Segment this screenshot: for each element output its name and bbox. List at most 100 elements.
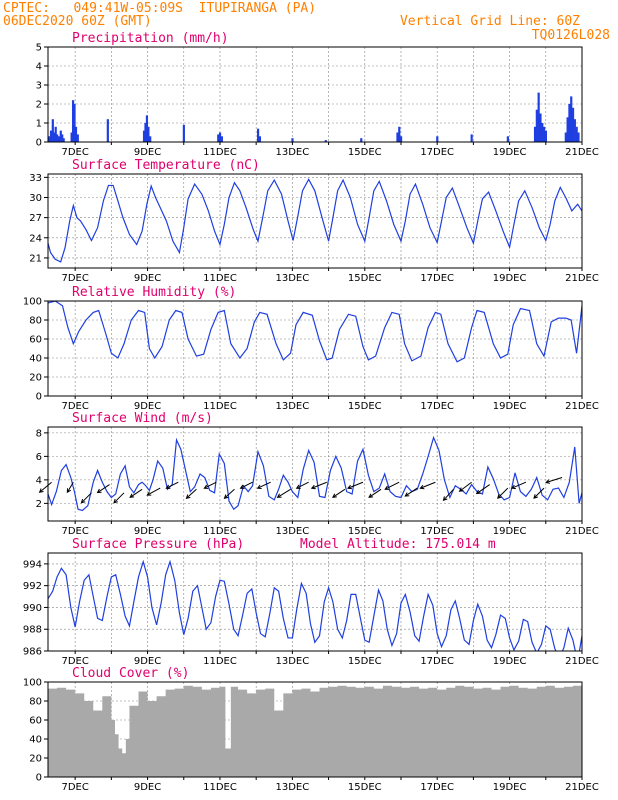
temp-ytick-label: 21 — [29, 253, 42, 264]
wind-arrow-head — [146, 491, 152, 496]
wind-arrow — [332, 488, 346, 498]
rh-xtick-label: 11DEC — [203, 401, 237, 412]
precip-bar — [145, 115, 149, 142]
wind-arrow-head — [419, 484, 425, 490]
cloud-xtick-label: 13DEC — [276, 782, 310, 793]
wind-arrow-head — [223, 494, 229, 499]
wind-arrow — [256, 481, 271, 489]
temp-xtick-label: 9DEC — [134, 273, 161, 284]
wind-xtick-label: 11DEC — [203, 526, 237, 537]
wind-arrow — [96, 484, 110, 494]
precip-bar — [48, 136, 51, 142]
wind-arrow-shaft — [420, 481, 436, 489]
precip-bar — [51, 119, 54, 142]
wind-arrow-shaft — [497, 487, 509, 499]
rh-ytick-label: 40 — [29, 354, 42, 365]
wind-arrow-shaft — [443, 488, 454, 501]
rh-xtick-label: 9DEC — [134, 401, 161, 412]
wind-xtick-label: 9DEC — [134, 526, 161, 537]
header-vertical-grid: Vertical Grid Line: 60Z — [400, 14, 580, 29]
precip-bar — [533, 126, 537, 142]
wind-arrow-head — [404, 492, 410, 497]
precip-ytick-label: 1 — [36, 119, 42, 130]
pres-xtick-label: 15DEC — [348, 656, 382, 667]
wind-arrow-head — [185, 494, 191, 499]
wind-arrow-head — [66, 488, 72, 494]
wind-arrow — [223, 488, 235, 499]
precip-bar — [147, 126, 150, 142]
precip-bar — [544, 130, 547, 142]
wind-arrow — [404, 487, 418, 497]
temp-xtick-label: 7DEC — [61, 273, 88, 284]
wind-arrow-head — [295, 484, 301, 489]
rh-title: Relative Humidity (%) — [72, 285, 236, 300]
precip-bar — [541, 123, 544, 142]
precip-frame — [47, 46, 583, 143]
cloud-xtick-label: 17DEC — [420, 782, 454, 793]
wind-arrow-head — [203, 484, 209, 489]
pres-ytick-label: 994 — [23, 559, 42, 570]
rh-ytick-label: 100 — [23, 297, 42, 308]
wind-arrow-head — [129, 493, 135, 498]
pres-xtick-label: 19DEC — [493, 656, 527, 667]
precip-bar — [73, 104, 76, 142]
wind-arrow-head — [165, 484, 171, 489]
wind-frame — [47, 426, 583, 522]
pres-xtick-label: 21DEC — [565, 656, 599, 667]
temp-xtick-label: 11DEC — [203, 273, 237, 284]
wind-arrow — [384, 481, 400, 490]
wind-arrow-head — [368, 493, 374, 498]
cloud-ytick-label: 100 — [23, 678, 42, 689]
rh-xtick-label: 17DEC — [420, 401, 454, 412]
precip-bar — [258, 136, 261, 142]
cloud-panel: 0 20 40 60 80 100 7DEC 9DEC 11DEC 13DEC 15DEC 17DEC… — [23, 666, 599, 793]
wind-arrow-shaft — [129, 488, 143, 498]
precip-bar — [539, 113, 542, 142]
wind-arrow-head — [347, 484, 353, 490]
wind-title: Surface Wind (m/s) — [72, 411, 213, 426]
precip-title: Precipitation (mm/h) — [72, 31, 229, 46]
temp-xtick-label: 17DEC — [420, 273, 454, 284]
cloud-xtick-label: 9DEC — [134, 782, 161, 793]
wind-arrow — [276, 488, 291, 498]
precip-bar — [470, 134, 473, 142]
header-model-code: TQ0126L028 — [532, 28, 610, 43]
cloud-ytick-label: 20 — [29, 754, 42, 765]
cloud-ytick-label: 0 — [36, 773, 42, 784]
rh-ytick-label: 0 — [36, 392, 42, 403]
wind-arrow — [203, 481, 217, 489]
pres-xtick-label: 17DEC — [420, 656, 454, 667]
wind-arrow-shaft — [311, 481, 327, 489]
precip-bar — [564, 132, 567, 142]
wind-arrow-shaft — [545, 477, 563, 484]
rh-xtick-label: 13DEC — [276, 401, 310, 412]
wind-arrow — [146, 487, 161, 496]
rh-ytick-label: 60 — [29, 335, 42, 346]
wind-arrow — [533, 487, 545, 499]
wind-arrow-head — [442, 496, 448, 502]
cloud-xtick-label: 21DEC — [565, 782, 599, 793]
temp-xtick-label: 13DEC — [276, 273, 310, 284]
precip-bar — [144, 123, 147, 142]
wind-arrow-shaft — [240, 481, 253, 489]
wind-arrow-shaft — [368, 488, 382, 498]
rh-xtick-label: 15DEC — [348, 401, 382, 412]
wind-arrow — [458, 481, 472, 492]
precip-bar — [396, 132, 399, 142]
wind-arrow — [368, 488, 382, 498]
temp-ytick-label: 27 — [29, 213, 42, 224]
wind-arrow-shaft — [97, 484, 110, 493]
precip-ytick-label: 5 — [36, 43, 42, 54]
rh-line — [48, 301, 582, 363]
temp-xtick-label: 21DEC — [565, 273, 599, 284]
cloud-frame — [47, 681, 583, 778]
wind-ytick-label: 2 — [36, 499, 42, 510]
cloud-title: Cloud Cover (%) — [72, 666, 189, 681]
rh-panel: 0 20 40 60 80 100 7DEC 9DEC 11DEC 13DEC 15DEC 17DEC… — [23, 285, 599, 412]
precip-bar — [577, 132, 580, 142]
cloud-xtick-label: 19DEC — [493, 782, 527, 793]
precip-bar — [217, 134, 220, 142]
precip-bar — [291, 138, 294, 142]
pres-xtick-label: 13DEC — [276, 656, 310, 667]
